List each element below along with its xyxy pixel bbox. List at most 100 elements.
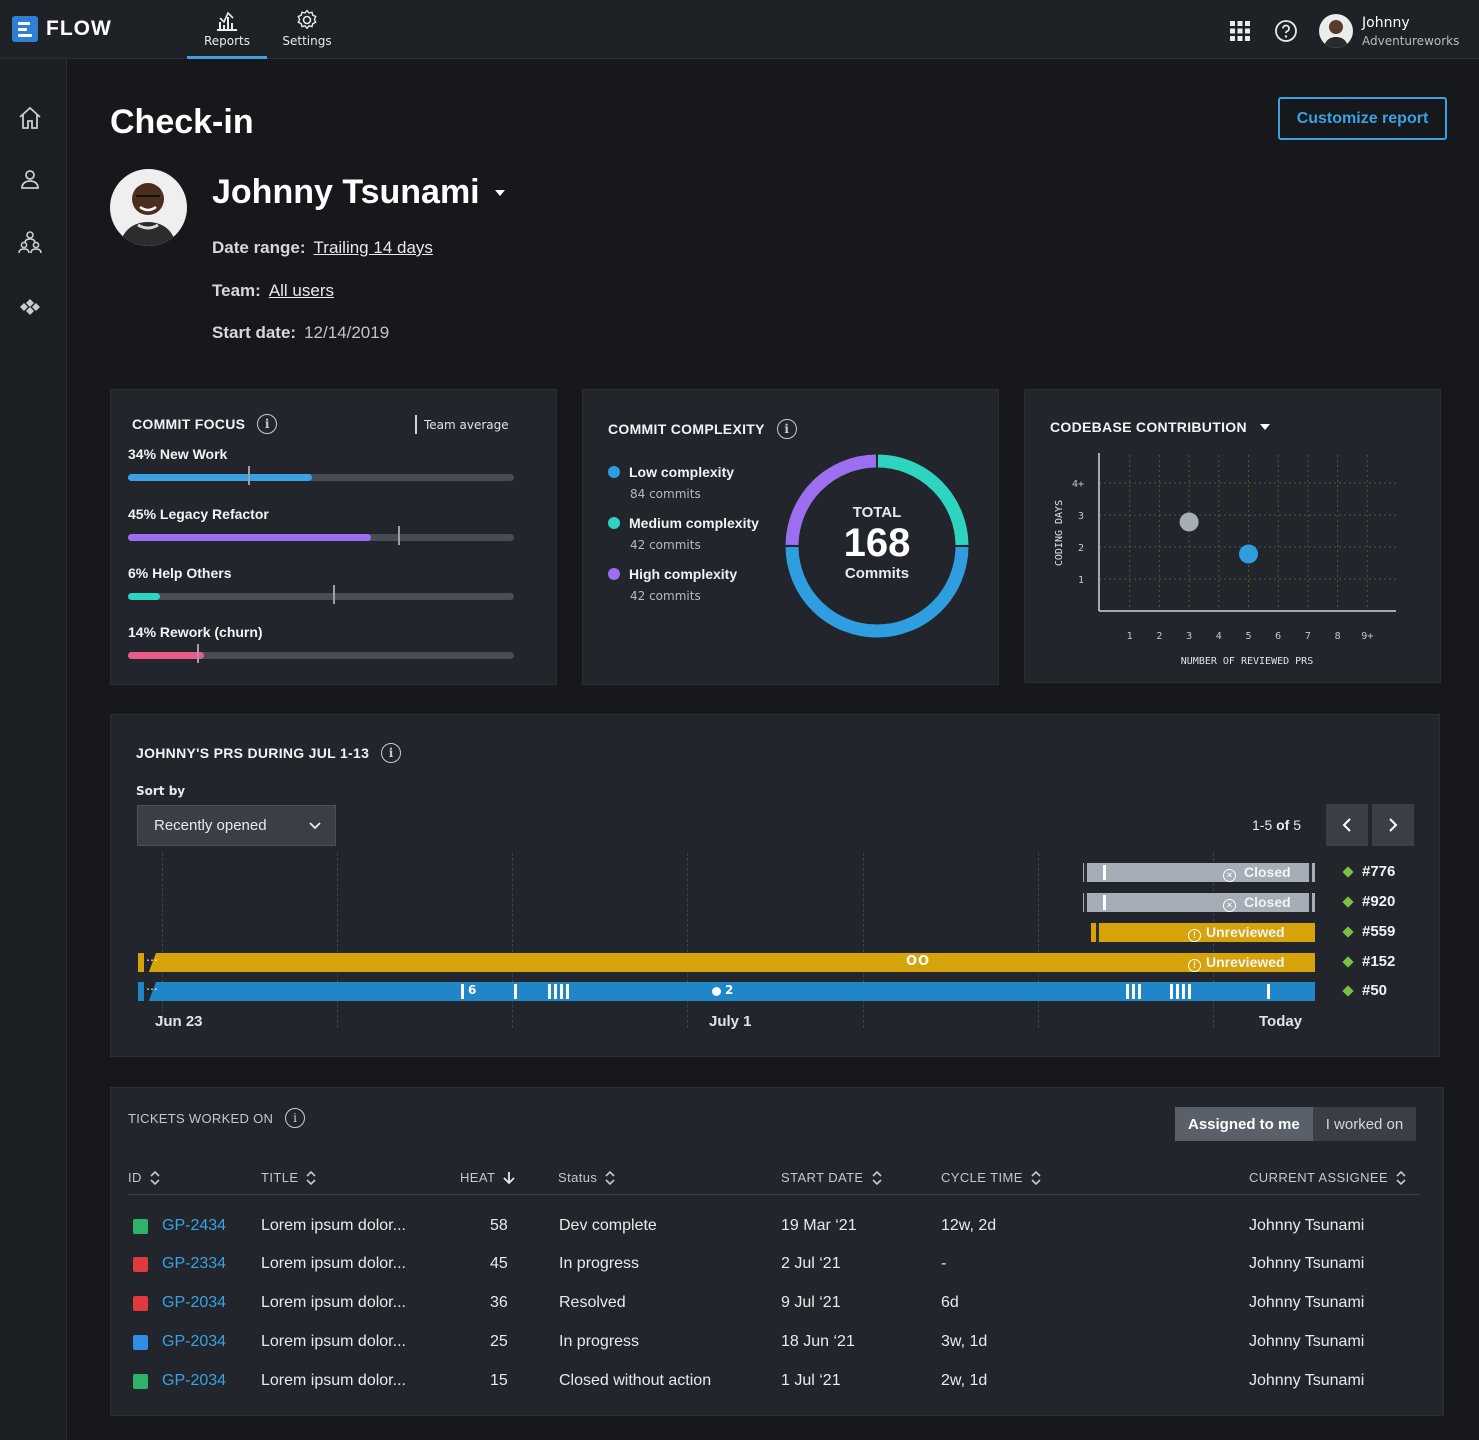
task-check-icon	[133, 1335, 148, 1350]
toggle-i-worked-on[interactable]: I worked on	[1312, 1107, 1417, 1141]
start-date: Start date: 12/14/2019	[212, 323, 389, 343]
info-icon[interactable]: i	[285, 1108, 306, 1128]
ticket-id-link[interactable]: GP-2034	[162, 1372, 227, 1389]
focus-track	[128, 526, 514, 545]
user-org: Adventureworks	[1362, 33, 1460, 48]
table-row[interactable]: GP-2334 Lorem ipsum dolor... 45 In progress…	[129, 1245, 1421, 1283]
table-row[interactable]: GP-2034 Lorem ipsum dolor... 25 In progress…	[129, 1323, 1421, 1361]
col-start-date[interactable]: START DATE	[781, 1170, 882, 1185]
donut-segment-low[interactable]	[785, 546, 969, 638]
codebase-dropdown[interactable]: CODEBASE CONTRIBUTION	[1050, 419, 1271, 435]
sort-select[interactable]: Recently opened	[137, 805, 336, 846]
focus-fill	[128, 534, 372, 541]
table-row[interactable]: GP-2034 Lorem ipsum dolor... 15 Closed with…	[129, 1362, 1421, 1400]
pr-tick	[1138, 984, 1141, 999]
ticket-cycle-time: 12w, 2d	[941, 1217, 997, 1234]
team-average-marker	[415, 415, 417, 434]
grid-line	[337, 853, 338, 1028]
pr-tick	[514, 984, 517, 999]
scatter-point[interactable]	[1179, 512, 1199, 532]
info-icon[interactable]: i	[776, 419, 797, 439]
col-status[interactable]: Status	[558, 1170, 615, 1185]
home-icon[interactable]	[16, 104, 44, 132]
donut-segment-high[interactable]	[785, 454, 877, 546]
ticket-id-link[interactable]: GP-2034	[162, 1333, 227, 1350]
pr-id-50[interactable]: #50	[1342, 982, 1387, 999]
pr-status-label: Closed	[1244, 864, 1291, 880]
tab-settings[interactable]: Settings	[267, 8, 347, 59]
ticket-cycle-time: -	[941, 1255, 947, 1272]
focus-row-label: 34% New Work	[128, 446, 228, 462]
pr-status-776: × Closed	[1223, 864, 1291, 882]
pr-bar-152[interactable]: … OO	[138, 950, 1315, 972]
pr-bar-50[interactable]: … 6 2	[138, 979, 1315, 1001]
customize-report-button[interactable]: Customize report	[1278, 97, 1447, 140]
toggle-assigned-to-me[interactable]: Assigned to me	[1175, 1107, 1313, 1141]
donut-segment-medium[interactable]	[877, 454, 969, 546]
flow-logo[interactable]: FLOW	[12, 16, 112, 42]
focus-track	[128, 644, 514, 663]
col-title[interactable]: TITLE	[261, 1170, 316, 1185]
grid-line	[162, 853, 163, 1028]
codebase-contribution-card: CODEBASE CONTRIBUTION 1 2 3 4 5 6 7 8 9+ 1 2 3 4+ NUM…	[1024, 389, 1441, 683]
pr-bar-559[interactable]	[1091, 923, 1315, 942]
x-tick-label: 6	[1275, 631, 1281, 642]
profile-name-selector[interactable]: Johnny Tsunami	[212, 173, 506, 212]
focus-track	[128, 466, 514, 485]
y-axis-label: CODING DAYS	[1054, 500, 1065, 566]
table-row[interactable]: GP-2434 Lorem ipsum dolor... 58 Dev complet…	[129, 1207, 1421, 1245]
help-icon[interactable]	[1273, 18, 1299, 44]
pr-diamond-icon	[1342, 955, 1354, 968]
app-grid-icon[interactable]	[1227, 18, 1253, 44]
scatter-point[interactable]	[1239, 544, 1258, 564]
tab-settings-label: Settings	[282, 34, 332, 48]
y-tick-label: 1	[1078, 575, 1084, 586]
user-menu[interactable]: Johnny Adventureworks	[1319, 14, 1479, 48]
info-icon[interactable]: i	[381, 743, 402, 763]
pr-id-920[interactable]: #920	[1342, 893, 1395, 910]
pr-bar-776[interactable]	[1083, 863, 1315, 882]
info-icon[interactable]: i	[257, 414, 278, 434]
date-range-label: Date range:	[212, 238, 306, 257]
sort-icon	[1031, 1170, 1041, 1185]
col-id[interactable]: ID	[128, 1170, 160, 1185]
grid-line	[687, 853, 688, 1028]
ticket-cycle-time: 6d	[941, 1294, 959, 1311]
x-tick-label: 4	[1216, 631, 1222, 642]
commit-focus-title: COMMIT FOCUS	[132, 416, 246, 432]
team-average-mark	[332, 585, 335, 604]
ticket-title: Lorem ipsum dolor...	[261, 1333, 406, 1350]
diamonds-icon[interactable]	[16, 294, 44, 322]
tickets-title: TICKETS WORKED ON	[128, 1110, 274, 1126]
col-cycle-time[interactable]: CYCLE TIME	[941, 1170, 1041, 1185]
tickets-card: TICKETS WORKED ON i Assigned to me I wor…	[110, 1087, 1444, 1416]
pr-id-776[interactable]: #776	[1342, 863, 1395, 880]
prev-page-button[interactable]	[1326, 804, 1368, 846]
next-page-button[interactable]	[1372, 804, 1414, 846]
person-icon[interactable]	[16, 165, 44, 193]
tab-reports[interactable]: Reports	[187, 8, 267, 59]
sort-icon	[150, 1170, 160, 1185]
table-row[interactable]: GP-2034 Lorem ipsum dolor... 36 Resolved 9 J…	[129, 1284, 1421, 1322]
pr-id-559[interactable]: #559	[1342, 923, 1395, 940]
col-assignee[interactable]: CURRENT ASSIGNEE	[1249, 1170, 1406, 1185]
pr-bar-920[interactable]	[1083, 893, 1315, 912]
pr-tick	[1126, 984, 1129, 999]
team-link[interactable]: All users	[268, 281, 334, 300]
legend-low-label: Low complexity	[629, 464, 735, 480]
start-date-value: 12/14/2019	[304, 323, 390, 342]
team-label: Team:	[212, 281, 261, 300]
ticket-id-link[interactable]: GP-2434	[162, 1217, 227, 1234]
pr-status-152: ! Unreviewed	[1188, 954, 1285, 972]
ticket-id-link[interactable]: GP-2034	[162, 1294, 227, 1311]
sort-icon	[1396, 1170, 1406, 1185]
focus-fill	[128, 474, 312, 481]
gear-icon	[297, 9, 317, 30]
date-range-link[interactable]: Trailing 14 days	[313, 238, 433, 257]
ticket-id-link[interactable]: GP-2334	[162, 1255, 227, 1272]
pr-tick	[1309, 863, 1312, 882]
focus-row-label: 45% Legacy Refactor	[128, 506, 269, 522]
col-heat[interactable]: HEAT	[460, 1170, 515, 1185]
team-icon[interactable]	[16, 228, 44, 256]
pr-id-152[interactable]: #152	[1342, 953, 1395, 970]
